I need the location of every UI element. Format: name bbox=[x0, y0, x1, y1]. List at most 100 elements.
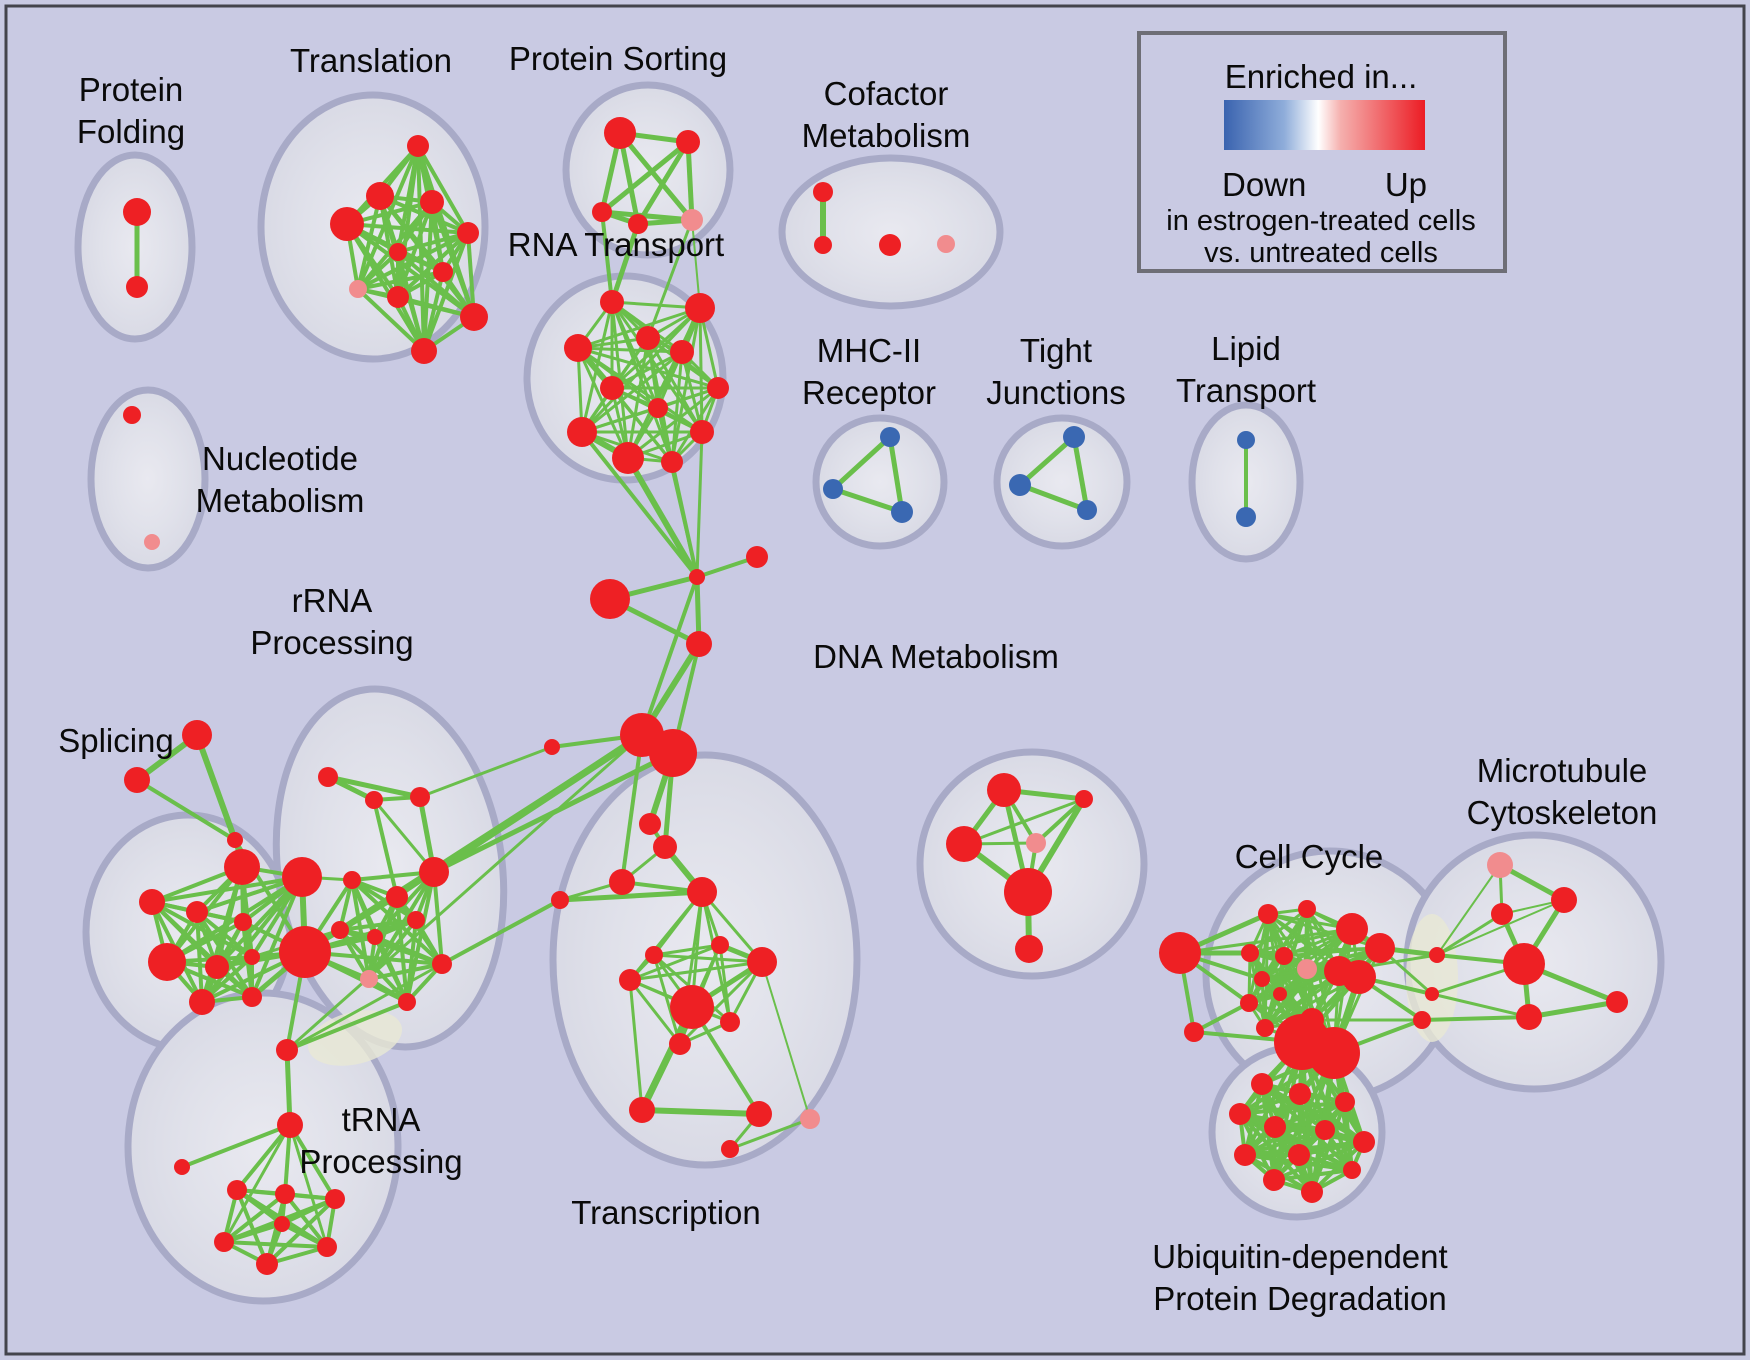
network-layers: Protein Folding Translation Protein Sorting… bbox=[58, 40, 1665, 1317]
gene-set-node-cc2 bbox=[1298, 900, 1316, 918]
gene-set-node-tr16 bbox=[721, 1140, 739, 1158]
gene-set-edge bbox=[195, 910, 254, 959]
gene-set-edge bbox=[422, 271, 445, 352]
gene-set-node-hx5 bbox=[256, 1253, 278, 1275]
gene-set-node-ps2 bbox=[676, 130, 700, 154]
gene-set-node-tr8 bbox=[747, 947, 777, 977]
gene-set-node-cf1 bbox=[813, 182, 833, 202]
gene-set-node-hx1 bbox=[227, 1180, 247, 1200]
gene-set-node-mt1 bbox=[1487, 852, 1513, 878]
gene-set-node-dm6 bbox=[1015, 935, 1043, 963]
gene-set-node-mt3 bbox=[1491, 903, 1513, 925]
gene-set-node-tb bbox=[174, 1159, 190, 1175]
gene-set-edge bbox=[222, 1124, 292, 1243]
gene-set-edge bbox=[350, 879, 371, 980]
gene-set-edge bbox=[372, 799, 436, 873]
gene-set-edge bbox=[609, 223, 641, 303]
gene-set-node-hx7 bbox=[274, 1216, 290, 1232]
cluster-ellipse-transcription bbox=[549, 751, 861, 1169]
legend-up-label: Up bbox=[1385, 166, 1427, 203]
gene-set-node-rt1 bbox=[600, 290, 624, 314]
gene-set-node-t7 bbox=[433, 262, 453, 282]
gene-set-edge bbox=[1034, 797, 1086, 845]
gene-set-node-sp4 bbox=[186, 901, 208, 923]
gene-set-edge bbox=[372, 799, 399, 898]
gene-set-edge bbox=[729, 1117, 811, 1151]
gene-set-edge bbox=[670, 351, 684, 463]
gene-set-edge bbox=[656, 407, 699, 578]
gene-set-edge bbox=[600, 211, 614, 303]
gene-set-node-t5 bbox=[457, 222, 479, 244]
gene-set-node-pf1 bbox=[123, 198, 151, 226]
cluster-label-lipid-transport: Lipid Transport bbox=[1176, 330, 1316, 409]
gene-set-edge bbox=[1249, 907, 1308, 955]
gene-set-node-rt12 bbox=[661, 451, 683, 473]
gene-set-edge bbox=[235, 1123, 292, 1192]
gene-set-node-sp2 bbox=[282, 857, 322, 897]
legend-gradient-bar bbox=[1224, 100, 1425, 150]
gene-set-node-m3 bbox=[891, 501, 913, 523]
gene-set-node-mtc2 bbox=[1425, 987, 1439, 1001]
gene-set-edge bbox=[1436, 899, 1565, 956]
gene-set-node-sp10 bbox=[242, 987, 262, 1007]
gene-set-edge bbox=[195, 911, 204, 1003]
gene-set-edge bbox=[357, 270, 444, 291]
gene-set-node-ub1 bbox=[1251, 1073, 1273, 1095]
gene-set-edge bbox=[628, 979, 644, 1111]
legend: Enriched in... Down Up in estrogen-treat… bbox=[1137, 31, 1507, 273]
gene-set-edge bbox=[653, 953, 763, 964]
cluster-label-rrna-processing: rRNA Processing bbox=[250, 582, 413, 661]
gene-set-node-rt8 bbox=[648, 398, 668, 418]
gene-set-edge bbox=[887, 436, 905, 513]
gene-set-node-ub8 bbox=[1234, 1144, 1256, 1166]
gene-set-node-cc3 bbox=[1336, 913, 1368, 945]
gene-set-node-dm2 bbox=[1075, 790, 1093, 808]
gene-set-node-hx6 bbox=[317, 1237, 337, 1257]
gene-set-node-cc7 bbox=[1297, 959, 1317, 979]
gene-set-node-rt5 bbox=[670, 340, 694, 364]
gene-set-node-rr10 bbox=[432, 954, 452, 974]
gene-set-edge bbox=[288, 1124, 329, 1248]
gene-set-node-mtc3 bbox=[1413, 1011, 1431, 1029]
gene-set-node-dm4 bbox=[1026, 833, 1046, 853]
gene-set-node-mt2 bbox=[1551, 887, 1577, 913]
gene-set-node-tr14 bbox=[746, 1101, 772, 1127]
legend-box bbox=[1137, 31, 1507, 273]
cluster-overlap-tint bbox=[1406, 914, 1458, 1042]
gene-set-edge bbox=[345, 222, 426, 353]
gene-set-edge bbox=[1264, 975, 1360, 1030]
gene-set-node-tr9 bbox=[619, 969, 641, 991]
cluster-label-tight-junctions: Tight Junctions bbox=[986, 332, 1125, 411]
gene-set-edge bbox=[610, 387, 674, 463]
gene-set-node-sp8 bbox=[244, 949, 260, 965]
gene-set-edge bbox=[600, 140, 690, 214]
gene-set-node-hub1 bbox=[279, 926, 331, 978]
gene-set-node-rr7 bbox=[331, 921, 349, 939]
cluster-label-protein-sorting: Protein Sorting bbox=[509, 40, 727, 77]
gene-set-node-rt3 bbox=[636, 326, 660, 350]
gene-set-edge bbox=[373, 936, 409, 1003]
gene-set-node-tr7 bbox=[645, 946, 663, 964]
gene-set-node-tj2 bbox=[1009, 474, 1031, 496]
gene-set-edge bbox=[397, 231, 469, 254]
gene-set-node-t1 bbox=[407, 135, 429, 157]
gene-set-node-hx3 bbox=[325, 1189, 345, 1209]
gene-set-edge bbox=[700, 891, 764, 963]
cluster-label-dna-metabolism: DNA Metabolism bbox=[813, 638, 1059, 675]
gene-set-node-nm2 bbox=[144, 534, 160, 550]
gene-set-node-w1 bbox=[544, 739, 560, 755]
gene-set-edge bbox=[832, 486, 903, 515]
gene-set-edge bbox=[653, 943, 721, 957]
gene-set-node-ta bbox=[276, 1039, 298, 1061]
gene-set-node-ub11 bbox=[1301, 1181, 1323, 1203]
gene-set-edge bbox=[1431, 992, 1530, 1019]
cluster-label-cofactor-metabolism: Cofactor Metabolism bbox=[802, 75, 971, 154]
gene-set-edge bbox=[235, 1189, 269, 1265]
gene-set-node-rt7 bbox=[600, 376, 624, 400]
gene-set-node-ub5 bbox=[1264, 1116, 1286, 1138]
gene-set-edge bbox=[580, 306, 702, 434]
cluster-label-rna-transport: RNA Transport bbox=[508, 226, 724, 263]
gene-set-node-rt10 bbox=[690, 420, 714, 444]
gene-set-edge bbox=[194, 733, 238, 842]
